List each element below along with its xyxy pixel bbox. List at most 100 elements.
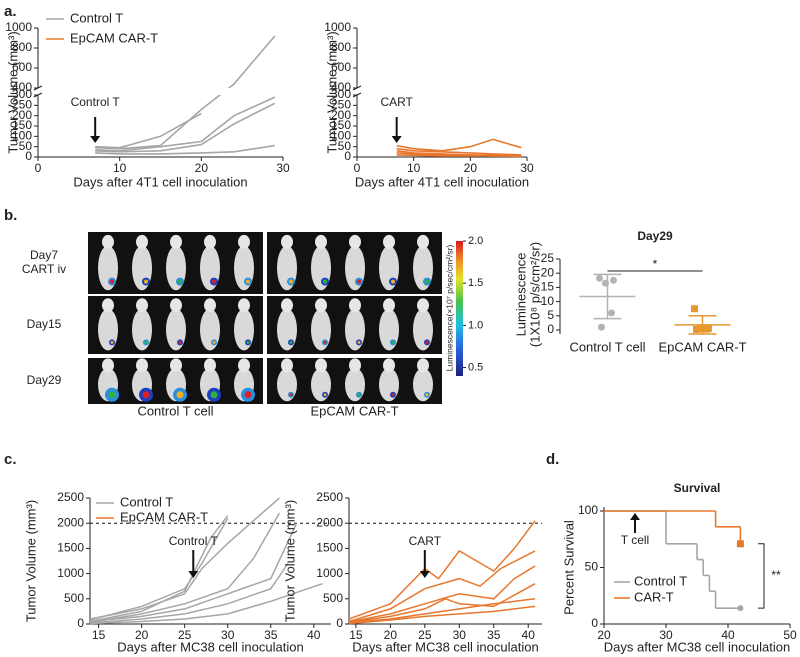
line [89,517,229,621]
y-tick-label: 400 [12,80,32,94]
error-bar [688,315,717,335]
mouse-head [238,298,250,313]
legend-label: EpCAM CAR-T [120,509,208,524]
line [348,605,536,625]
mouse-body [311,308,331,351]
y-tick-label: 150 [331,118,351,132]
signal-core [391,393,395,397]
signal-core [246,340,250,344]
y-tick-label: 200 [12,108,32,122]
y-tick-label: 0 [336,616,343,630]
y-axis-label: Tumor Volume (mm³) [282,500,297,622]
y-tick-label: 0 [25,149,32,163]
y-tick-label: 500 [64,591,84,605]
end-point [737,605,744,612]
x-tick-label: 20 [135,628,149,642]
y-tick-label: 1500 [316,541,343,555]
mouse-body [311,368,331,402]
line [89,497,280,620]
point [596,274,603,282]
point [608,309,615,317]
signal-core [210,391,218,399]
annotation: Control T [169,534,219,548]
mouse-body [413,368,433,402]
x-tick-label: 20 [597,628,611,642]
mouse-body [98,308,118,351]
mouse-body [379,368,399,402]
y-tick-label: 400 [331,80,351,94]
line [89,563,289,624]
x-tick-label: EpCAM CAR-T [658,339,746,354]
mouse-head [315,358,327,373]
x-tick-label: 40 [721,628,735,642]
mouse-head [170,234,182,249]
colorbar [456,241,463,376]
x-tick-label: 25 [178,628,192,642]
annotation-arrowhead [419,571,430,578]
x-tick-label: 15 [92,628,106,642]
x-axis-label: Days after 4T1 cell inoculation [355,174,529,189]
line [95,102,276,153]
y-tick-label: 500 [323,591,343,605]
mouse-head [102,234,114,249]
y-tick-label: 0 [547,322,554,336]
line [348,598,536,624]
x-tick-label: 40 [522,628,536,642]
colorbar-tick-label: 0.5 [468,361,483,373]
axis-line [348,498,542,625]
signal-core [108,391,116,399]
x-tick-label: 40 [307,628,321,642]
signal-core [391,340,395,344]
y-tick-label: 250 [331,98,351,112]
point [697,325,704,333]
panel-label: a. [4,3,17,20]
mouse-body [166,308,186,351]
line [348,520,536,620]
legend-label: EpCAM CAR-T [70,30,158,45]
x-axis-label: Days after MC38 cell inoculation [352,639,538,654]
point [691,305,698,313]
mouse-head [281,358,293,373]
line [396,154,522,158]
line [396,147,522,156]
signal-core [323,340,327,344]
mouse-head [136,234,148,249]
signal-core [244,391,252,399]
y-tick-label: 2500 [57,490,84,504]
mouse-head [102,298,114,313]
y-tick-label: 0 [591,616,598,630]
x-tick-label: 35 [264,628,278,642]
signal-core [289,340,293,344]
annotation-arrowhead [630,513,640,520]
signal-core [391,279,395,284]
signal-core [289,393,293,397]
mouse-head [417,234,429,249]
y-tick-label: 2500 [316,490,343,504]
signal-core [246,279,250,284]
error-bar [593,273,622,320]
mouse-head [417,358,429,373]
group-label: Control T cell [137,403,213,418]
mouse-body [277,368,297,402]
x-tick-label: 10 [113,161,127,175]
mouse-body [277,308,297,351]
mouse-head [204,298,216,313]
point [598,323,605,331]
significance-bracket [758,543,765,609]
mouse-head [315,234,327,249]
line [396,138,522,152]
annotation: Control T [71,95,121,109]
signal-core [425,393,429,397]
mouse-head [315,298,327,313]
mouse-head [102,358,114,373]
colorbar-tick-label: 2.0 [468,235,483,247]
y-tick-label: 1500 [57,541,84,555]
axis-line [603,507,790,625]
signal-core [110,340,114,344]
signal-core [212,340,216,344]
y-tick-label: 200 [331,108,351,122]
chart-title: Day29 [637,229,673,243]
mouse-head [238,358,250,373]
y-tick-label: 100 [12,129,32,143]
y-tick-label: 2000 [57,515,84,529]
